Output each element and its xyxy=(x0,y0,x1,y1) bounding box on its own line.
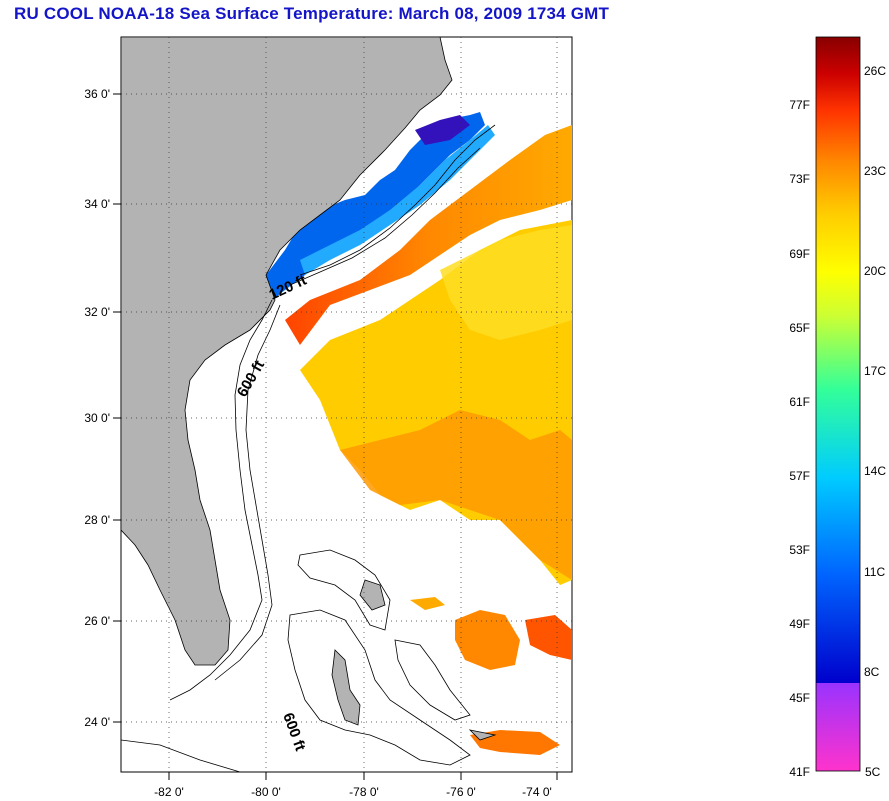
lat-label-30: 30 0' xyxy=(84,411,110,425)
colorbar xyxy=(815,36,861,772)
bathymetry-contours xyxy=(121,124,496,772)
lat-label-28: 28 0' xyxy=(84,513,110,527)
lon-label-76: -76 0' xyxy=(446,785,476,799)
lon-label-80: -80 0' xyxy=(251,785,281,799)
lon-label-82: -82 0' xyxy=(154,785,184,799)
colorbar-gradient xyxy=(815,36,861,772)
lat-label-32: 32 0' xyxy=(84,305,110,319)
lat-label-36: 36 0' xyxy=(84,87,110,101)
bahamas-islands xyxy=(331,579,497,741)
land-mass xyxy=(121,37,453,666)
axis-ticks xyxy=(113,93,558,780)
graticule xyxy=(121,37,572,772)
lon-label-78: -78 0' xyxy=(349,785,379,799)
lat-label-24: 24 0' xyxy=(84,715,110,729)
lat-label-26: 26 0' xyxy=(84,614,110,628)
lat-label-34: 34 0' xyxy=(84,197,110,211)
lon-label-74: -74 0' xyxy=(522,785,552,799)
sst-data-layer xyxy=(266,112,572,755)
map-title: RU COOL NOAA-18 Sea Surface Temperature:… xyxy=(14,4,610,23)
